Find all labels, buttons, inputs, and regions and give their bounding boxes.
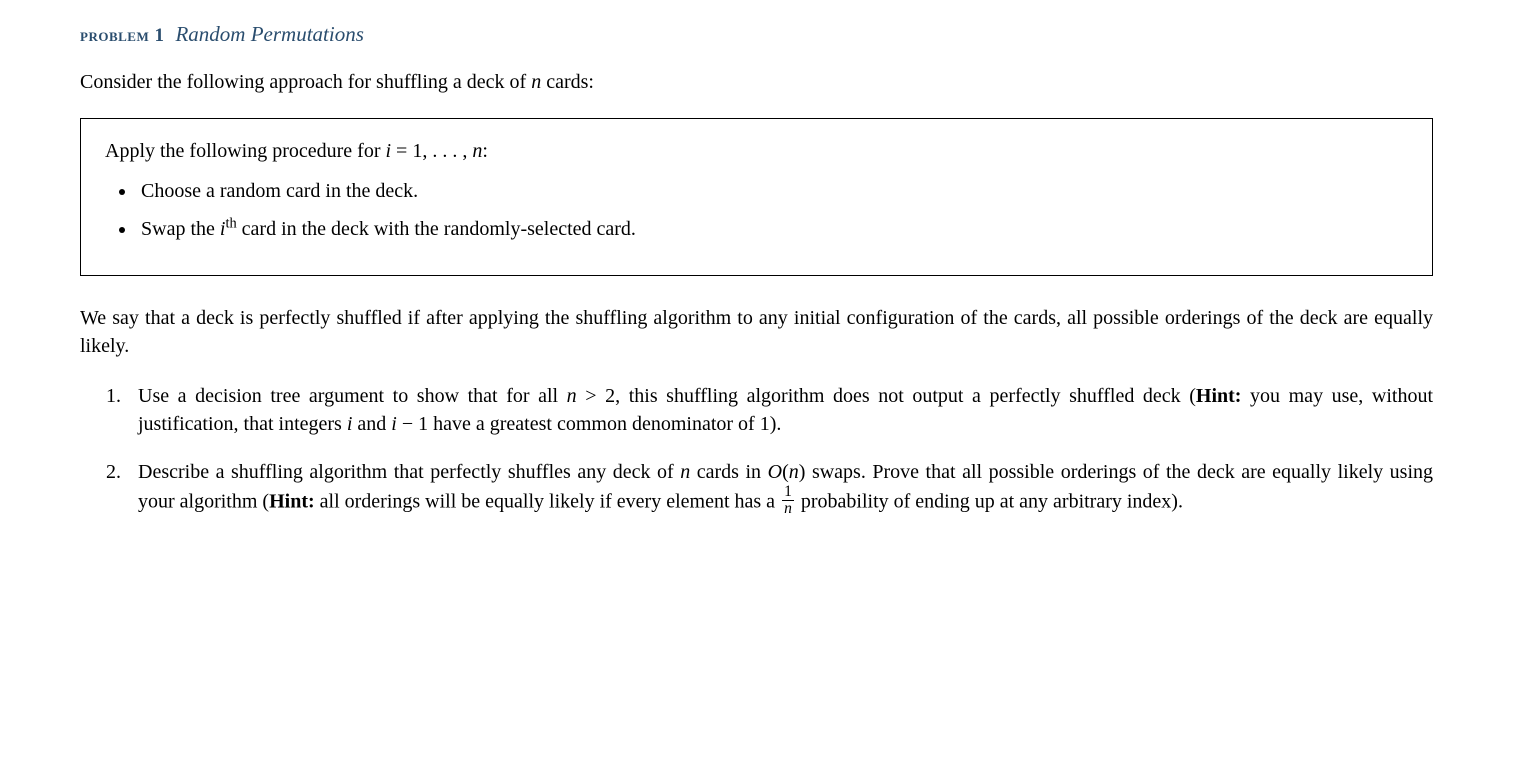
algo-lead-n: n [472, 140, 482, 162]
q2-bigO-O: O [768, 461, 782, 483]
q1-minus: − 1 [397, 413, 428, 435]
q2-hint-post: probability of ending up at any arbitrar… [796, 490, 1183, 512]
q1-hint-label: Hint: [1196, 385, 1242, 407]
q2-fraction: 1n [782, 484, 794, 518]
algorithm-box: Apply the following procedure for i = 1,… [80, 118, 1433, 276]
q1-hint-post: have a greatest common denominator of 1)… [428, 413, 781, 435]
algo-lead: Apply the following procedure for i = 1,… [105, 137, 1408, 165]
q1-and: and [352, 413, 391, 435]
b2-sup-th: th [225, 215, 236, 231]
q2-n: n [680, 461, 690, 483]
algo-bullet-1: Choose a random card in the deck. [137, 177, 1408, 205]
problem-title: Random Permutations [175, 22, 363, 46]
q1-op: > 2 [577, 385, 615, 407]
question-1: Use a decision tree argument to show tha… [120, 382, 1433, 438]
q1-n: n [567, 385, 577, 407]
b2-post: card in the deck with the randomly-selec… [237, 218, 636, 240]
intro-var-n: n [531, 71, 541, 93]
q2-frac-den: n [782, 501, 794, 517]
q2-bigO-open: ( [782, 461, 789, 483]
q1-pre: Use a decision tree argument to show tha… [138, 385, 567, 407]
problem-header: problem 1 Random Permutations [80, 20, 1433, 50]
q2-bigO-n: n [789, 461, 799, 483]
question-list: Use a decision tree argument to show tha… [108, 382, 1433, 520]
q2-mid1-pre: cards in [690, 461, 767, 483]
problem-label: problem 1 [80, 25, 164, 46]
question-2: Describe a shuffling algorithm that perf… [120, 458, 1433, 520]
algo-lead-colon: : [482, 140, 488, 162]
algo-bullet-list: Choose a random card in the deck. Swap t… [137, 177, 1408, 243]
algo-lead-eq: = 1, . . . , [391, 140, 472, 162]
algo-lead-pre: Apply the following procedure for [105, 140, 385, 162]
b2-pre: Swap the [141, 218, 220, 240]
q2-hint-label: Hint: [269, 490, 315, 512]
q2-pre: Describe a shuffling algorithm that perf… [138, 461, 680, 483]
definition-paragraph: We say that a deck is perfectly shuffled… [80, 304, 1433, 360]
intro-post: cards: [541, 71, 594, 93]
q1-mid: , this shuffling algorithm does not outp… [615, 385, 1196, 407]
algo-bullet-2: Swap the ith card in the deck with the r… [137, 215, 1408, 243]
intro-paragraph: Consider the following approach for shuf… [80, 68, 1433, 96]
q2-frac-num: 1 [782, 484, 794, 501]
q2-hint-pre: all orderings will be equally likely if … [315, 490, 780, 512]
intro-pre: Consider the following approach for shuf… [80, 71, 531, 93]
